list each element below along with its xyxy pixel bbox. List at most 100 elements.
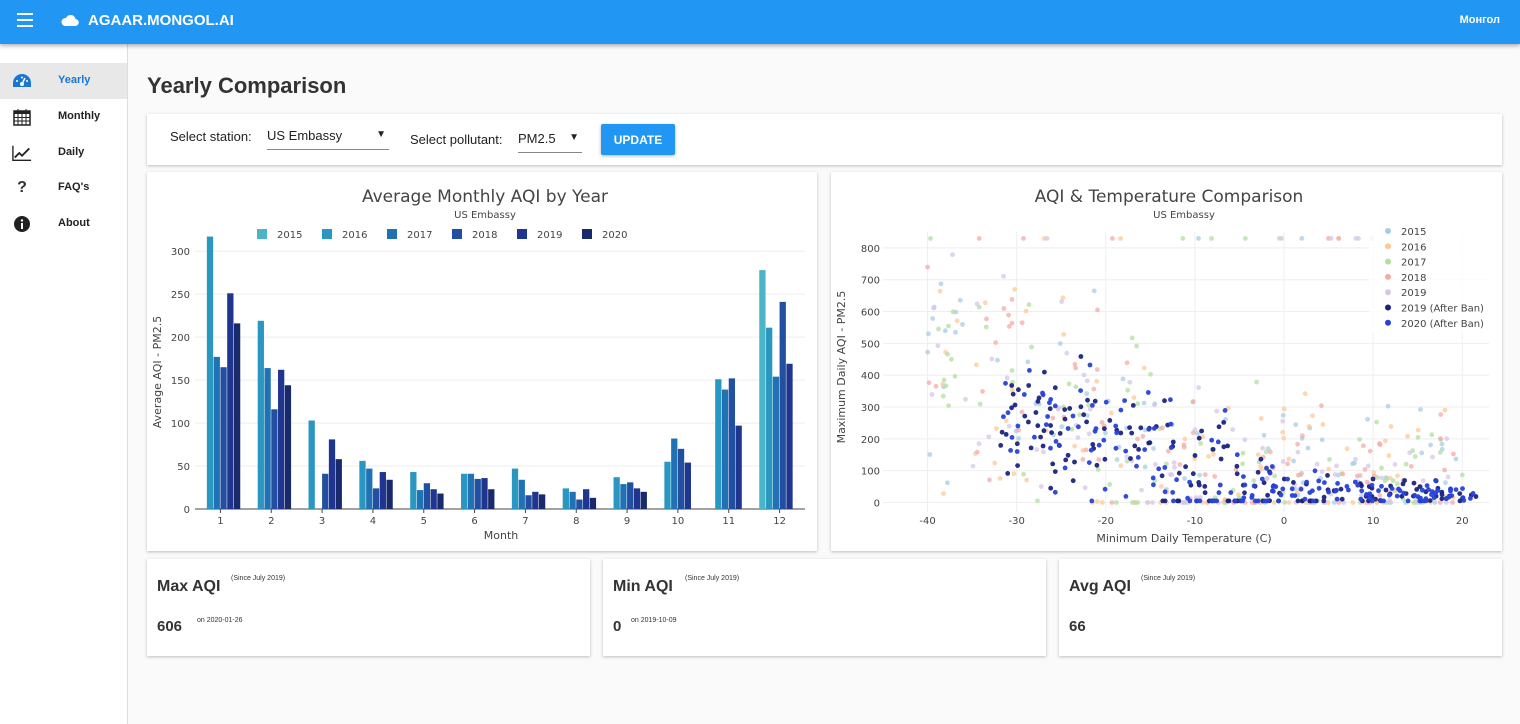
- sidebar-item-label: Monthly: [58, 110, 101, 122]
- menu-icon[interactable]: [17, 13, 33, 27]
- point-2019-after-ban-: [1052, 385, 1058, 391]
- point-2020-after-ban-: [1047, 400, 1052, 406]
- bar-2020-month-4: [386, 479, 393, 509]
- point-2019: [1152, 402, 1157, 408]
- brand-title[interactable]: AGAAR.MONGOL.AI: [88, 12, 234, 29]
- point-2019: [1044, 236, 1050, 241]
- point-2019-after-ban-: [1010, 391, 1016, 397]
- point-2020-after-ban-: [1367, 491, 1373, 497]
- sidebar-item-label: Daily: [58, 146, 85, 158]
- point-2019-after-ban-: [1084, 419, 1089, 425]
- point-2016: [1326, 466, 1332, 472]
- point-2020-after-ban-: [1015, 423, 1021, 429]
- bar-2018-month-3: [322, 473, 329, 509]
- y-tick-label: 150: [171, 376, 190, 387]
- legend-marker-2019 (After Ban): [1385, 304, 1391, 311]
- x-axis-label: Month: [484, 529, 519, 542]
- point-2015: [1025, 359, 1031, 365]
- point-2017: [1125, 387, 1131, 393]
- point-2016: [1280, 429, 1286, 435]
- point-2018: [1285, 461, 1290, 467]
- point-2019-after-ban-: [1457, 498, 1463, 504]
- x-axis-label: Minimum Daily Temperature (C): [1096, 532, 1271, 545]
- point-2019: [1145, 500, 1150, 505]
- bar-2020-month-6: [488, 489, 495, 509]
- point-2015: [995, 357, 1000, 363]
- point-2019: [1172, 464, 1177, 470]
- point-2018: [1361, 443, 1366, 449]
- point-2016: [1306, 424, 1312, 429]
- stat-since: (Since July 2019): [231, 575, 286, 582]
- point-2018: [1001, 306, 1007, 311]
- point-2020-after-ban-: [1001, 414, 1006, 420]
- point-2018: [1202, 472, 1208, 477]
- legend-swatch-2015: [257, 229, 267, 239]
- point-2020-after-ban-: [1135, 455, 1141, 460]
- stat-value: 0: [613, 618, 622, 635]
- point-2019-after-ban-: [1107, 418, 1113, 423]
- point-2020-after-ban-: [1209, 437, 1215, 443]
- point-2019-after-ban-: [1040, 443, 1046, 449]
- point-2020-after-ban-: [1101, 437, 1107, 443]
- point-2020-after-ban-: [1267, 470, 1273, 476]
- point-2015: [925, 349, 930, 355]
- point-2018: [1451, 451, 1456, 457]
- point-2019: [1082, 485, 1088, 491]
- point-2016: [1258, 464, 1263, 469]
- point-2016: [1003, 418, 1009, 424]
- sidebar-item-monthly[interactable]: Monthly: [0, 99, 127, 135]
- language-toggle[interactable]: Монгол: [1459, 14, 1500, 26]
- pollutant-select[interactable]: PM2.5 ▼: [518, 131, 582, 153]
- point-2020-after-ban-: [1322, 480, 1327, 485]
- point-2018: [1073, 365, 1078, 371]
- point-2017: [1095, 467, 1101, 472]
- y-tick-label: 200: [861, 435, 880, 446]
- point-2015: [1057, 341, 1063, 346]
- point-2020-after-ban-: [1344, 484, 1350, 489]
- point-2019: [963, 396, 968, 402]
- point-2016: [1206, 454, 1211, 459]
- bar-2017-month-7: [518, 479, 525, 509]
- point-2015: [1142, 464, 1148, 470]
- point-2020-after-ban-: [1093, 426, 1099, 431]
- point-2015: [1305, 445, 1311, 451]
- point-2015: [1385, 403, 1391, 409]
- update-button[interactable]: UPDATE: [601, 124, 675, 155]
- y-tick-label: 800: [861, 244, 880, 255]
- point-2018: [1019, 320, 1025, 326]
- point-2020-after-ban-: [1048, 445, 1053, 451]
- point-2019: [1230, 427, 1235, 432]
- bar-2017-month-10: [671, 438, 678, 509]
- point-2017: [1254, 379, 1260, 385]
- station-select[interactable]: US Embassy ▼: [267, 128, 389, 150]
- point-2017: [1394, 481, 1400, 487]
- point-2019-after-ban-: [1414, 487, 1420, 492]
- y-tick-label: 100: [861, 467, 880, 478]
- sidebar-item-about[interactable]: About: [0, 206, 127, 242]
- point-2019-after-ban-: [1170, 439, 1176, 445]
- point-2019: [1169, 472, 1175, 478]
- legend-bg: [1369, 256, 1494, 272]
- point-2017: [1282, 500, 1288, 505]
- point-2016: [1271, 500, 1277, 505]
- sidebar-item-faqs[interactable]: ? FAQ's: [0, 170, 127, 206]
- point-2015: [1453, 456, 1459, 462]
- point-2020-after-ban-: [1448, 486, 1453, 492]
- point-2017: [943, 383, 949, 389]
- sidebar-item-yearly[interactable]: Yearly: [0, 63, 127, 99]
- legend-bg: [1369, 271, 1494, 288]
- legend-label: 2019: [1401, 288, 1426, 299]
- legend-label: 2019: [537, 230, 562, 241]
- sidebar-item-daily[interactable]: Daily: [0, 135, 127, 171]
- bar-chart: Average Monthly AQI by Year US Embassy 0 50…: [151, 187, 805, 542]
- point-2020-after-ban-: [1264, 465, 1269, 471]
- point-2019-after-ban-: [1261, 480, 1267, 486]
- point-2020-after-ban-: [1251, 483, 1257, 489]
- point-2019-after-ban-: [1005, 471, 1011, 476]
- point-2015: [1016, 436, 1022, 441]
- point-2018: [1438, 436, 1443, 441]
- point-2019-after-ban-: [1370, 476, 1376, 482]
- dropdown-arrow-icon: ▼: [569, 132, 579, 143]
- x-tick-label: 3: [319, 516, 325, 527]
- point-2015: [1428, 442, 1433, 448]
